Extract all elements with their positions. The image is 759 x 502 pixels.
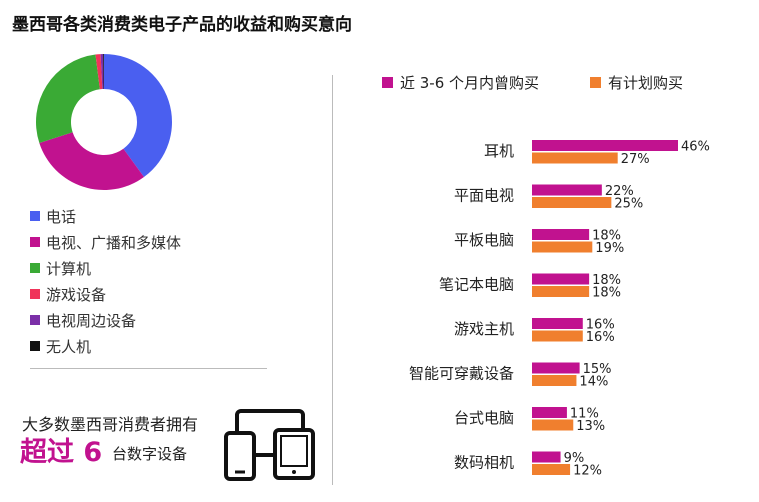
legend-planned-swatch [590, 77, 601, 88]
data-label: 18% [592, 229, 621, 244]
legend-planned-label: 有计划购买 [608, 74, 684, 92]
devices-icon [224, 409, 315, 481]
page-title: 墨西哥各类消费类电子产品的收益和购买意向 [12, 15, 352, 35]
donut-legend-item: 电话 [30, 203, 181, 229]
bar-purchased [532, 318, 583, 329]
bar-planned [532, 419, 574, 431]
data-label: 25% [614, 197, 643, 212]
category-label: 笔记本电脑 [439, 276, 514, 294]
donut-legend-item: 电视周边设备 [30, 307, 181, 333]
donut-legend-label: 电话 [46, 207, 77, 226]
donut-legend-label: 计算机 [46, 259, 92, 278]
category-label: 耳机 [484, 142, 514, 160]
data-label: 11% [570, 407, 599, 422]
donut-legend-label: 游戏设备 [46, 285, 107, 304]
category-label: 数码相机 [454, 454, 514, 472]
data-label: 16% [586, 330, 615, 345]
data-label: 16% [586, 318, 615, 333]
bar-purchased [532, 407, 567, 418]
legend-purchased: 近 3-6 个月内曾购买 [382, 72, 539, 93]
category-label: 游戏主机 [454, 320, 514, 338]
donut-legend-label: 电视周边设备 [46, 311, 137, 330]
note-highlight: 超过 6 [20, 437, 103, 468]
data-label: 15% [583, 362, 612, 377]
donut-legend-swatch [30, 237, 40, 247]
data-label: 46% [681, 140, 710, 155]
data-label: 18% [592, 286, 621, 301]
donut-legend-swatch [30, 211, 40, 221]
donut-legend-swatch [30, 341, 40, 351]
donut-legend-item: 无人机 [30, 333, 181, 359]
data-label: 18% [592, 273, 621, 288]
bar-planned [532, 197, 612, 208]
data-label: 22% [605, 184, 634, 199]
donut-legend-swatch [30, 263, 40, 273]
category-label: 平板电脑 [454, 231, 514, 249]
legend-planned: 有计划购买 [590, 72, 683, 93]
donut-slice [35, 54, 100, 144]
note-line2: 台数字设备 [112, 445, 188, 463]
bar-planned [532, 241, 593, 253]
legend-purchased-swatch [382, 77, 393, 88]
divider-vertical [332, 75, 333, 485]
bar-purchased [532, 273, 590, 285]
donut-legend-label: 电视、广播和多媒体 [46, 233, 182, 252]
donut-legend-swatch [30, 289, 40, 299]
category-label: 台式电脑 [454, 409, 514, 427]
bar-chart: 耳机 46%27%平面电视 22%25%平板电脑 18%19%笔记本电脑 18%18%游… [409, 140, 710, 479]
donut-legend-item: 电视、广播和多媒体 [30, 229, 181, 255]
category-label: 平面电视 [454, 187, 514, 205]
donut-slice [39, 132, 144, 190]
data-label: 12% [573, 464, 602, 479]
bar-purchased [532, 229, 590, 240]
bar-planned [532, 330, 583, 342]
bar-purchased [532, 140, 678, 151]
donut-legend-item: 游戏设备 [30, 281, 181, 307]
donut-slice [104, 54, 172, 178]
data-label: 9% [564, 451, 585, 466]
bar-purchased [532, 362, 580, 374]
bar-planned [532, 375, 577, 386]
bar-planned [532, 286, 590, 297]
data-label: 13% [576, 419, 605, 434]
bar-planned [532, 464, 571, 475]
data-label: 27% [621, 152, 650, 167]
bar-purchased [532, 451, 561, 463]
divider-horizontal [30, 368, 267, 369]
donut-slice [103, 54, 104, 90]
donut-legend: 电话电视、广播和多媒体 计算机游戏设备电视周边设备 无人机 [30, 203, 181, 359]
donut-legend-label: 无人机 [46, 337, 92, 356]
donut-slice [100, 54, 104, 90]
data-label: 19% [595, 241, 624, 256]
note-line1: 大多数墨西哥消费者拥有 [22, 415, 199, 434]
data-label: 14% [579, 375, 608, 390]
legend-purchased-label: 近 3-6 个月内曾购买 [400, 74, 540, 92]
donut-legend-swatch [30, 315, 40, 325]
donut-legend-item: 计算机 [30, 255, 181, 281]
bar-planned [532, 152, 618, 164]
donut-chart [35, 54, 172, 190]
category-label: 智能可穿戴设备 [409, 365, 514, 383]
donut-slice [95, 54, 103, 90]
bar-purchased [532, 184, 602, 196]
